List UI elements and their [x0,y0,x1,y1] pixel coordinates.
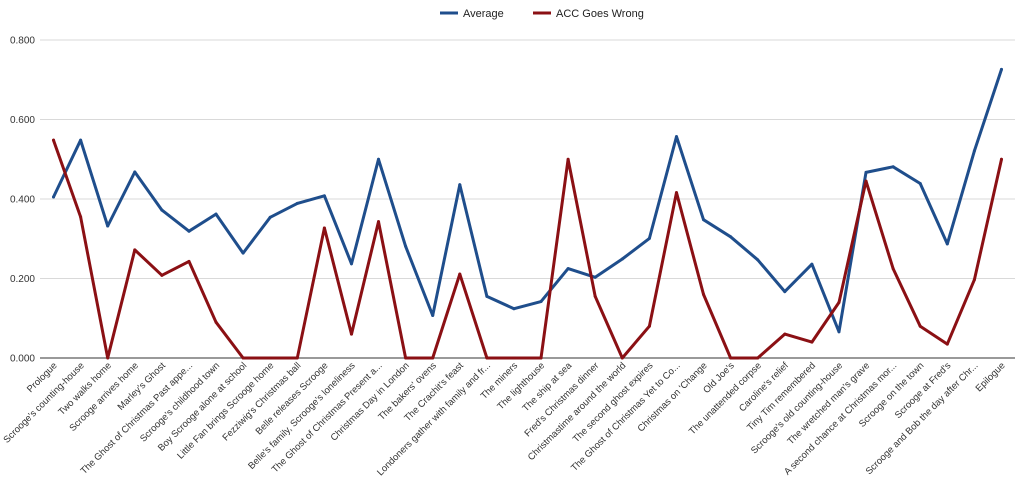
data-point [512,307,516,311]
data-point [864,179,868,183]
data-point [702,218,706,222]
data-point [972,278,976,282]
data-point [593,275,597,279]
data-point [106,356,110,360]
data-point [214,212,218,216]
data-point [620,257,624,261]
y-tick-label: 0.400 [10,195,35,206]
data-point [647,324,651,328]
y-tick-label: 0.600 [10,115,35,126]
data-point [404,356,408,360]
data-point [377,157,381,161]
data-point [133,248,137,252]
data-point [431,356,435,360]
data-point [972,149,976,153]
legend-label: Average [463,8,504,20]
data-point [891,267,895,271]
data-point [160,208,164,212]
data-point [674,191,678,195]
data-point [918,181,922,185]
data-point [79,215,83,219]
data-point [539,356,543,360]
data-point [106,224,110,228]
data-point [729,235,733,239]
data-point [810,262,814,266]
y-tick-label: 0.800 [10,36,35,47]
data-point [729,356,733,360]
data-point [837,300,841,304]
data-point [647,236,651,240]
data-point [431,313,435,317]
data-point [52,195,56,199]
data-point [241,356,245,360]
data-point [837,330,841,334]
data-point [349,262,353,266]
data-point [241,251,245,255]
data-point [674,135,678,139]
legend: Average ACC Goes Wrong [440,8,644,20]
data-point [187,229,191,233]
y-tick-label: 0.000 [10,354,35,365]
series-line-average [52,67,1003,334]
data-point [756,258,760,262]
data-point [512,356,516,360]
y-tick-label: 0.200 [10,274,35,285]
data-point [945,342,949,346]
data-point [891,165,895,169]
data-point [458,272,462,276]
data-point [566,267,570,271]
data-point [783,332,787,336]
data-point [918,324,922,328]
series-line-acc-goes-wrong [52,138,1003,360]
data-point [566,157,570,161]
data-point [349,332,353,336]
data-point [864,170,868,174]
data-point [160,273,164,277]
data-point [810,340,814,344]
data-point [133,170,137,174]
y-axis-ticks: 0.000 0.200 0.400 0.600 0.800 [10,36,35,365]
data-point [999,67,1003,71]
data-point [485,356,489,360]
data-point [539,300,543,304]
data-point [593,294,597,298]
data-point [52,138,56,142]
data-point [322,226,326,230]
legend-item: ACC Goes Wrong [533,8,644,20]
data-point [404,244,408,248]
data-point [295,201,299,205]
data-point [322,194,326,198]
data-point [458,183,462,187]
data-point [485,294,489,298]
data-point [268,215,272,219]
data-point [295,356,299,360]
legend-label: ACC Goes Wrong [556,8,644,20]
data-point [783,290,787,294]
data-point [214,320,218,324]
data-point [377,220,381,224]
series-lines [52,67,1003,360]
x-tick-label: Epilogue [974,360,1008,394]
data-point [756,356,760,360]
data-point [999,157,1003,161]
data-point [945,242,949,246]
data-point [268,356,272,360]
legend-item: Average [440,8,504,20]
data-point [620,356,624,360]
data-point [79,138,83,142]
data-point [187,259,191,263]
gridlines [40,39,1015,359]
data-point [702,292,706,296]
